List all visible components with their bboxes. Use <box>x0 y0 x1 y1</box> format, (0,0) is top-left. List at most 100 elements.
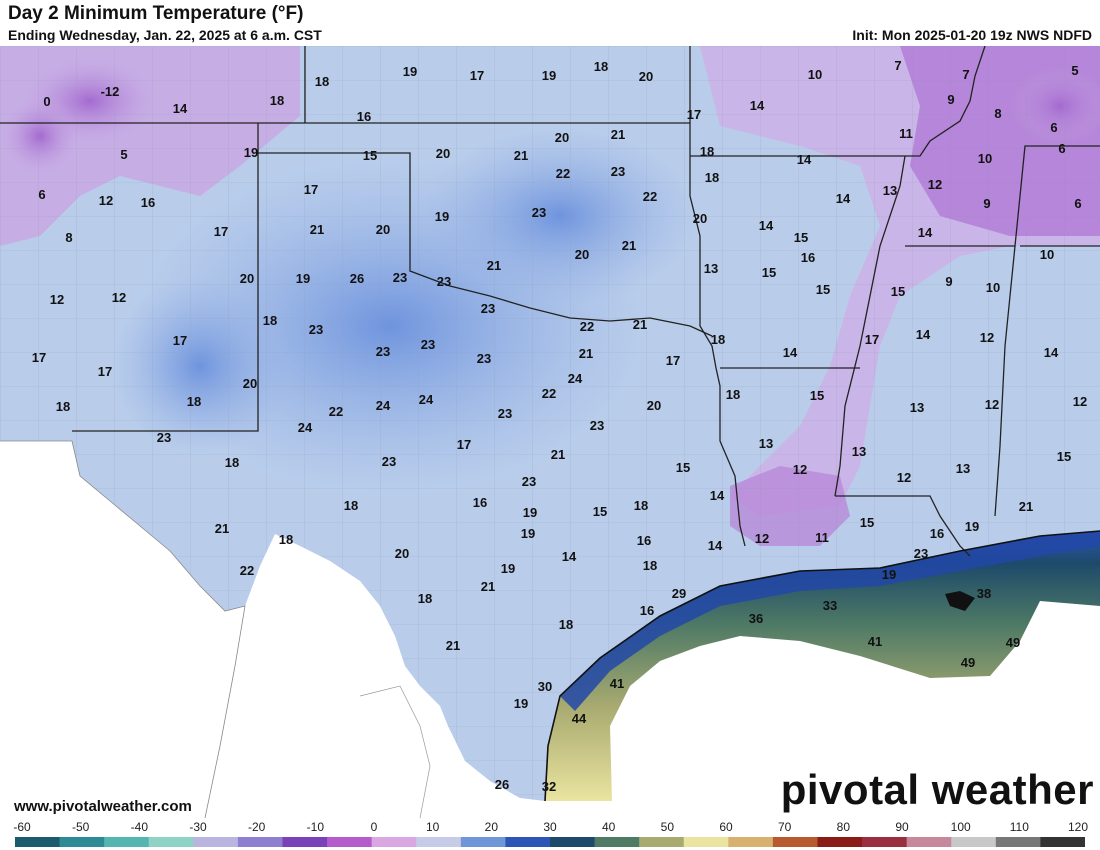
temperature-label: 20 <box>647 398 661 413</box>
temperature-label: 12 <box>985 397 999 412</box>
temperature-label: 14 <box>759 218 774 233</box>
temperature-label: 23 <box>611 164 625 179</box>
temperature-label: 19 <box>296 271 310 286</box>
temperature-label: -12 <box>101 84 120 99</box>
temperature-label: 38 <box>977 586 991 601</box>
temperature-label: 17 <box>304 182 318 197</box>
temperature-label: 19 <box>501 561 515 576</box>
temperature-label: 22 <box>556 166 570 181</box>
temperature-label: 29 <box>672 586 686 601</box>
temperature-label: 12 <box>980 330 994 345</box>
temperature-label: 23 <box>481 301 495 316</box>
temperature-label: 14 <box>173 101 188 116</box>
temperature-label: 33 <box>823 598 837 613</box>
colorbar-segment <box>639 837 685 847</box>
temperature-label: 8 <box>65 230 72 245</box>
temperature-label: 24 <box>568 371 583 386</box>
temperature-label: 23 <box>914 546 928 561</box>
temperature-label: 16 <box>801 250 815 265</box>
brand-logo: pivotal weather <box>780 766 1094 813</box>
temperature-label: 14 <box>750 98 765 113</box>
temperature-label: 16 <box>637 533 651 548</box>
colorbar-segment <box>237 837 283 847</box>
init-time: Init: Mon 2025-01-20 19z NWS NDFD <box>852 27 1092 43</box>
temperature-label: 19 <box>514 696 528 711</box>
temperature-label: 18 <box>700 144 714 159</box>
temperature-label: 12 <box>1073 394 1087 409</box>
temperature-label: 18 <box>187 394 201 409</box>
temperature-label: 23 <box>421 337 435 352</box>
temperature-label: 16 <box>930 526 944 541</box>
temperature-label: 10 <box>1040 247 1054 262</box>
temperature-label: 49 <box>1006 635 1020 650</box>
temperature-label: 13 <box>759 436 773 451</box>
colorbar-segment <box>416 837 462 847</box>
temperature-label: 41 <box>610 676 624 691</box>
temperature-label: 14 <box>562 549 577 564</box>
temperature-label: 26 <box>350 271 364 286</box>
temperature-label: 16 <box>473 495 487 510</box>
temperature-label: 18 <box>726 387 740 402</box>
temperature-label: 18 <box>705 170 719 185</box>
colorbar-segment <box>817 837 863 847</box>
temperature-label: 23 <box>382 454 396 469</box>
temperature-label: 10 <box>808 67 822 82</box>
temperature-label: 20 <box>395 546 409 561</box>
temperature-label: 9 <box>945 274 952 289</box>
colorbar-segment <box>906 837 952 847</box>
colorbar-segment <box>1040 837 1085 847</box>
colorbar-segment <box>371 837 417 847</box>
temperature-label: 5 <box>120 147 127 162</box>
colorbar-segment <box>550 837 596 847</box>
colorbar-segment <box>995 837 1041 847</box>
temperature-label: 7 <box>894 58 901 73</box>
temperature-label: 12 <box>793 462 807 477</box>
temperature-label: 18 <box>263 313 277 328</box>
temperature-label: 49 <box>961 655 975 670</box>
temperature-label: 16 <box>640 603 654 618</box>
colorbar-tick-label: 80 <box>836 820 851 834</box>
temperature-label: 18 <box>643 558 657 573</box>
temperature-label: 12 <box>50 292 64 307</box>
colorbar-tick-label: 70 <box>777 820 792 834</box>
temperature-label: 22 <box>542 386 556 401</box>
temperature-label: 14 <box>710 488 725 503</box>
temperature-label: 13 <box>852 444 866 459</box>
gulf-coastal-band <box>560 531 1100 711</box>
temperature-label: 20 <box>436 146 450 161</box>
temperature-label: 20 <box>575 247 589 262</box>
temperature-label: 18 <box>594 59 608 74</box>
colorbar-tick-label: -50 <box>71 820 90 834</box>
temperature-label: 18 <box>315 74 329 89</box>
colorbar-segment <box>505 837 551 847</box>
colorbar-segment <box>460 837 506 847</box>
temperature-label: 24 <box>298 420 313 435</box>
colorbar-segment <box>15 837 61 847</box>
temperature-label: 18 <box>344 498 358 513</box>
valid-time: Ending Wednesday, Jan. 22, 2025 at 6 a.m… <box>8 27 322 43</box>
temperature-label: 23 <box>309 322 323 337</box>
temperature-label: 15 <box>593 504 607 519</box>
temperature-label: 13 <box>704 261 718 276</box>
temperature-label: 17 <box>865 332 879 347</box>
temperature-label: 13 <box>956 461 970 476</box>
temperature-label: 17 <box>457 437 471 452</box>
temperature-label: 21 <box>1019 499 1033 514</box>
temperature-label: 18 <box>634 498 648 513</box>
temperature-label: 12 <box>99 193 113 208</box>
temperature-label: 14 <box>918 225 933 240</box>
colorbar-segment <box>282 837 328 847</box>
temperature-label: 15 <box>860 515 874 530</box>
coastline <box>544 530 1100 802</box>
website-url: www.pivotalweather.com <box>14 798 192 815</box>
colorbar-tick-label: 100 <box>950 820 971 834</box>
temperature-label: 18 <box>559 617 573 632</box>
colorbar-segment <box>59 837 105 847</box>
colorbar-tick-label: 60 <box>719 820 733 834</box>
temperature-label: 18 <box>225 455 239 470</box>
temperature-label: 19 <box>403 64 417 79</box>
temperature-label: 13 <box>910 400 924 415</box>
colorbar-segment <box>772 837 818 847</box>
colorbar-segment <box>728 837 774 847</box>
temperature-label: 20 <box>376 222 390 237</box>
